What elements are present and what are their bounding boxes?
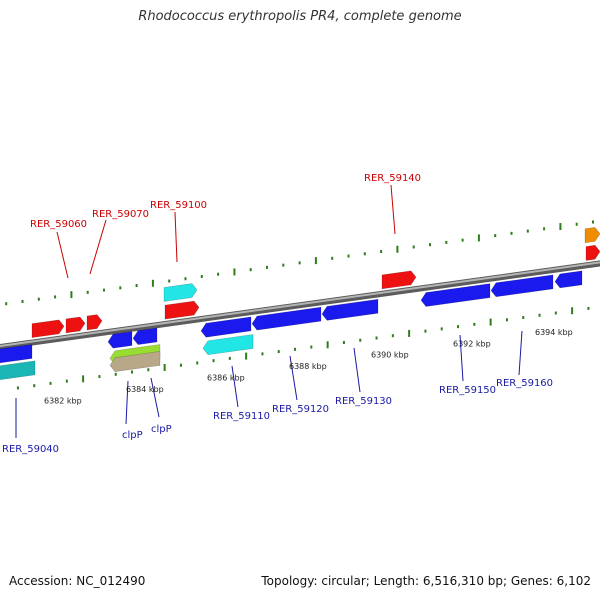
leader-line-bottom (518, 330, 523, 376)
leader-line-bottom (150, 377, 160, 418)
gene-arrow-reverse-20 (490, 274, 554, 298)
scale-label: 6394 kbp (535, 328, 573, 337)
gene-arrow-reverse-15 (200, 316, 252, 338)
leader-line-bottom (231, 365, 239, 408)
gene-arrow-forward-5 (164, 300, 200, 320)
leader-line-bottom (289, 355, 298, 401)
gene-label-bottom: RER_59120 (272, 404, 329, 415)
gene-arrow-reverse-14 (109, 351, 161, 372)
leader-line-bottom (353, 347, 361, 393)
tick-row-bottom (16, 306, 590, 390)
gene-label-bottom: RER_59130 (335, 396, 392, 407)
gene-arrow-reverse-18 (321, 298, 379, 321)
gene-arrow-reverse-16 (202, 334, 254, 356)
gene-arrow-forward-3 (86, 314, 103, 331)
gene-label-bottom: clpP (122, 430, 143, 441)
scale-label: 6384 kbp (126, 385, 164, 394)
scale-label: 6386 kbp (207, 374, 245, 383)
genome-summary-text: Topology: circular; Length: 6,516,310 bp… (261, 574, 591, 588)
gene-arrow-forward-4 (163, 283, 198, 302)
leader-line-bottom (125, 380, 129, 425)
genome-backbone (0, 260, 600, 351)
gene-arrow-reverse-12 (132, 327, 158, 346)
gene-label-top: RER_59060 (30, 219, 87, 230)
scale-label: 6392 kbp (453, 339, 491, 348)
label-leaders (15, 184, 523, 438)
leader-line-top (56, 231, 69, 279)
scale-label: 6388 kbp (289, 362, 327, 371)
tick-row-top (5, 220, 595, 306)
scale-labels: 6382 kbp 6384 kbp 6386 kbp 6388 kbp 6390 kbp… (44, 328, 573, 405)
gene-track (0, 227, 600, 381)
gene-label-top: RER_59070 (92, 209, 149, 220)
scale-label: 6390 kbp (371, 351, 409, 360)
gene-label-bottom: RER_59110 (213, 411, 270, 422)
leader-line-bottom (459, 334, 464, 382)
gene-arrow-reverse-10 (0, 360, 36, 381)
leader-line-top (390, 184, 396, 235)
leader-line-top (174, 211, 178, 263)
scale-label: 6382 kbp (44, 396, 82, 405)
backbone-line-highlight (0, 261, 600, 348)
gene-arrow-reverse-9 (0, 344, 33, 364)
gene-label-top: RER_59100 (150, 200, 207, 211)
gene-label-bottom: RER_59150 (439, 385, 496, 396)
gene-arrow-forward-2 (65, 316, 86, 334)
gene-arrow-reverse-11 (107, 331, 133, 349)
gene-label-top: RER_59140 (364, 173, 421, 184)
gene-arrow-reverse-17 (251, 306, 322, 331)
gene-arrow-forward-7 (584, 227, 600, 244)
gene-label-bottom: RER_59040 (2, 444, 59, 455)
gene-arrow-reverse-19 (420, 283, 491, 307)
gene-arrow-forward-6 (381, 270, 417, 290)
gene-label-bottom: RER_59160 (496, 378, 553, 389)
gene-arrow-forward-1 (31, 319, 65, 339)
accession-text: Accession: NC_012490 (9, 574, 146, 588)
gene-label-bottom: clpP (151, 424, 172, 435)
map-title: Rhodococcus erythropolis PR4, complete g… (138, 9, 462, 24)
gene-arrow-reverse-21 (554, 270, 583, 289)
gene-arrow-forward-8 (585, 244, 600, 261)
leader-line-top (89, 219, 107, 275)
